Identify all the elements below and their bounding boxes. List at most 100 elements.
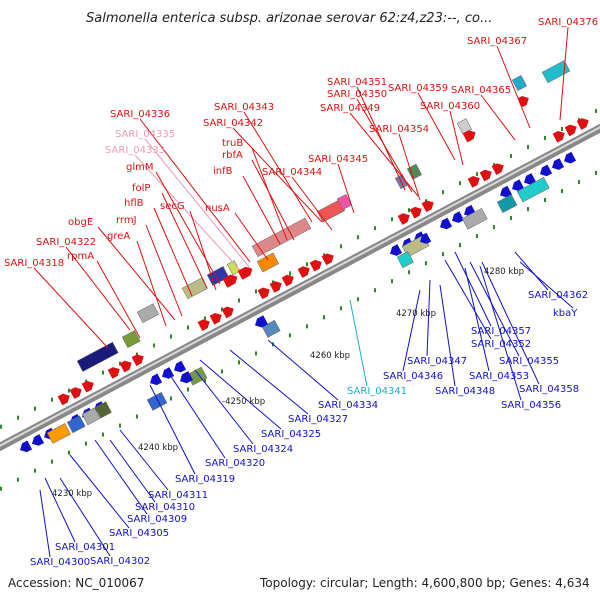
tick-label: -4250 kbp [222,397,265,407]
tick-mark [544,136,546,141]
gene-block [136,303,160,324]
tick-mark [391,217,393,222]
gene-label: SARI_04311 [148,490,208,501]
gene-label: SARI_04362 [528,290,588,301]
leader-line [481,261,540,385]
tick-mark [204,378,206,383]
tick-mark [476,234,478,239]
gene-arrow [237,266,253,280]
gene-label: hflB [124,198,144,209]
genome-backbone [0,123,600,452]
tick-mark [357,297,359,302]
gene-arrow [512,179,525,192]
gene-arrow [552,130,565,143]
leader-line [65,246,131,331]
leader-line [242,175,281,245]
gene-block [251,217,312,258]
tick-mark [595,170,597,175]
leader-line [232,127,323,223]
leader-line [349,112,419,197]
gene-arrow [222,274,238,288]
leader-line [144,138,251,269]
tick-mark [170,334,172,339]
gene-arrow [397,213,410,225]
topology-text: Topology: circular; Length: 4,600,800 bp… [259,576,590,590]
gene-features [20,60,589,453]
gene-label: secG [160,201,185,212]
tick-mark [459,181,461,186]
gene-block [146,391,168,411]
gene-arrow [162,367,175,379]
leader-line [496,45,531,129]
tick-label: 4260 kbp [310,351,350,361]
tick-mark [102,370,104,375]
gene-block [406,163,422,180]
gene-arrow [564,151,577,164]
gene-label: truB [222,138,243,149]
gene-arrow [420,232,432,244]
leader-line [426,279,431,357]
gene-arrow [552,158,565,170]
gene-arrow [462,130,476,143]
gene-block [336,193,352,210]
gene-block [94,401,112,419]
tick-mark [561,189,563,194]
tick-mark [442,252,444,257]
tick-label: 4280 kbp [484,267,524,277]
tick-mark [578,179,580,184]
leader-line [349,299,368,387]
gene-label: SARI_04333 [105,145,165,156]
tick-mark [34,406,36,411]
gene-arrow [540,164,553,177]
gene-arrow [69,387,82,399]
leader-line [96,260,141,339]
leader-line [398,133,421,201]
gene-arrow [517,95,529,108]
gene-block [516,177,550,203]
gene-arrow [221,306,234,319]
gene-block [496,194,518,214]
leader-line [267,339,339,401]
tick-mark [408,208,410,213]
tick-mark [238,298,240,303]
tick-mark [187,325,189,330]
leader-line [444,259,492,340]
leader-line [559,26,569,121]
map-title: Salmonella enterica subsp. arizonae sero… [86,11,492,26]
gene-label: SARI_04367 [467,36,527,47]
tick-mark [340,244,342,249]
leader-line [44,477,76,543]
leader-line [169,374,226,459]
gene-label: nusA [205,203,230,214]
gene-label: SARI_04325 [261,429,321,440]
gene-arrow [297,266,310,278]
leader-line [199,359,282,430]
gene-arrow [281,274,294,287]
gene-block [226,260,241,276]
tick-mark [68,450,70,455]
gene-arrow [440,217,453,230]
gene-label: SARI_04354 [369,124,429,135]
tick-mark [221,369,223,374]
gene-label: SARI_04347 [407,356,467,367]
gene-arrow [467,176,480,188]
leader-line [251,159,295,241]
gene-arrow [180,371,193,384]
gene-block [256,252,280,273]
gene-label: SARI_04365 [451,85,511,96]
tick-mark [595,108,597,113]
leader-line [519,261,574,309]
tick-mark [51,397,53,402]
leader-line [464,267,490,372]
gene-label: SARI_04344 [262,167,322,178]
gene-label: SARI_04345 [308,154,368,165]
leader-line [153,207,193,297]
leader-line [97,226,176,321]
gene-arrow [150,373,163,386]
tick-mark [187,387,189,392]
gene-arrow [390,244,403,256]
tick-labels: 4230 kbp 4240 kbp -4250 kbp 4260 kbp 4270 kb… [52,267,524,499]
tick-mark [289,333,291,338]
gene-arrow [119,360,132,373]
